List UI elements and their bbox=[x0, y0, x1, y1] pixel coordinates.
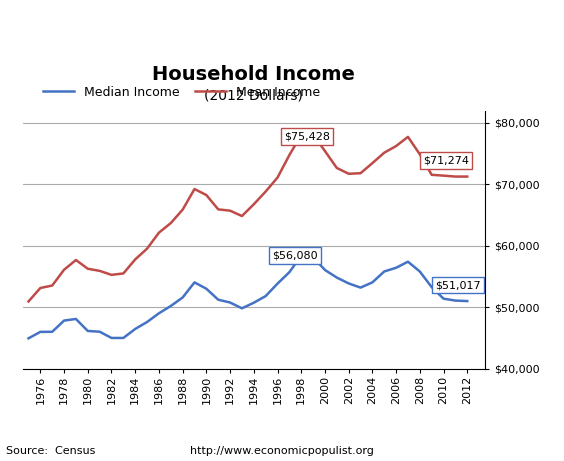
Median Income bbox=[203, 286, 210, 291]
Mean Income bbox=[239, 213, 245, 219]
Median Income bbox=[274, 281, 281, 286]
Median Income bbox=[452, 298, 459, 303]
Text: (2012 Dollars): (2012 Dollars) bbox=[204, 89, 303, 103]
Title: Household Income: Household Income bbox=[152, 65, 355, 84]
Text: http://www.economicpopulist.org: http://www.economicpopulist.org bbox=[190, 446, 374, 456]
Mean Income bbox=[357, 171, 364, 176]
Mean Income bbox=[85, 266, 91, 272]
Median Income bbox=[191, 280, 198, 285]
Text: $51,017: $51,017 bbox=[435, 280, 481, 290]
Median Income bbox=[179, 295, 186, 300]
Median Income bbox=[416, 269, 423, 274]
Median Income bbox=[321, 267, 328, 273]
Mean Income bbox=[262, 189, 269, 194]
Median Income bbox=[120, 335, 127, 341]
Median Income bbox=[37, 329, 44, 335]
Mean Income bbox=[108, 272, 115, 278]
Median Income bbox=[96, 329, 103, 335]
Mean Income bbox=[25, 299, 32, 304]
Mean Income bbox=[168, 220, 174, 226]
Mean Income bbox=[464, 174, 470, 179]
Mean Income bbox=[37, 285, 44, 291]
Mean Income bbox=[393, 143, 399, 149]
Mean Income bbox=[333, 165, 340, 171]
Mean Income bbox=[120, 271, 127, 276]
Median Income bbox=[262, 293, 269, 299]
Median Income bbox=[345, 281, 352, 286]
Mean Income bbox=[381, 150, 387, 155]
Median Income bbox=[49, 329, 56, 335]
Mean Income bbox=[369, 160, 376, 166]
Mean Income bbox=[132, 257, 139, 262]
Mean Income bbox=[286, 152, 293, 158]
Mean Income bbox=[61, 267, 68, 272]
Mean Income bbox=[274, 175, 281, 180]
Mean Income bbox=[49, 283, 56, 288]
Median Income bbox=[85, 328, 91, 334]
Median Income bbox=[239, 306, 245, 311]
Median Income bbox=[310, 254, 316, 260]
Median Income bbox=[393, 265, 399, 271]
Mean Income bbox=[250, 201, 257, 207]
Median Income bbox=[381, 269, 387, 274]
Mean Income bbox=[428, 172, 435, 177]
Mean Income bbox=[416, 152, 423, 157]
Mean Income bbox=[179, 207, 186, 213]
Median Income bbox=[132, 326, 139, 332]
Mean Income bbox=[345, 171, 352, 177]
Median Income bbox=[464, 298, 470, 304]
Mean Income bbox=[440, 173, 447, 178]
Median Income bbox=[73, 316, 80, 322]
Mean Income bbox=[227, 208, 233, 213]
Median Income bbox=[108, 335, 115, 341]
Text: $75,428: $75,428 bbox=[284, 132, 330, 142]
Median Income bbox=[144, 319, 151, 325]
Line: Median Income: Median Income bbox=[29, 256, 467, 338]
Median Income bbox=[168, 303, 174, 309]
Mean Income bbox=[310, 132, 316, 137]
Median Income bbox=[156, 311, 162, 316]
Median Income bbox=[286, 269, 293, 275]
Mean Income bbox=[452, 174, 459, 179]
Median Income bbox=[440, 296, 447, 301]
Mean Income bbox=[144, 246, 151, 251]
Line: Mean Income: Mean Income bbox=[29, 135, 467, 301]
Legend: Median Income, Mean Income: Median Income, Mean Income bbox=[38, 81, 325, 104]
Median Income bbox=[215, 297, 222, 302]
Mean Income bbox=[298, 132, 305, 137]
Text: $71,274: $71,274 bbox=[423, 155, 469, 165]
Mean Income bbox=[156, 230, 162, 236]
Mean Income bbox=[203, 192, 210, 198]
Median Income bbox=[250, 300, 257, 306]
Median Income bbox=[369, 280, 376, 285]
Median Income bbox=[333, 275, 340, 280]
Text: Source:  Census: Source: Census bbox=[6, 446, 95, 456]
Text: $56,080: $56,080 bbox=[272, 251, 318, 261]
Mean Income bbox=[404, 134, 411, 140]
Mean Income bbox=[96, 268, 103, 274]
Median Income bbox=[428, 284, 435, 290]
Median Income bbox=[227, 300, 233, 305]
Median Income bbox=[357, 285, 364, 290]
Mean Income bbox=[191, 186, 198, 192]
Mean Income bbox=[215, 207, 222, 212]
Mean Income bbox=[321, 148, 328, 154]
Median Income bbox=[404, 259, 411, 265]
Median Income bbox=[298, 253, 305, 259]
Median Income bbox=[61, 318, 68, 323]
Median Income bbox=[25, 336, 32, 341]
Mean Income bbox=[73, 257, 80, 263]
